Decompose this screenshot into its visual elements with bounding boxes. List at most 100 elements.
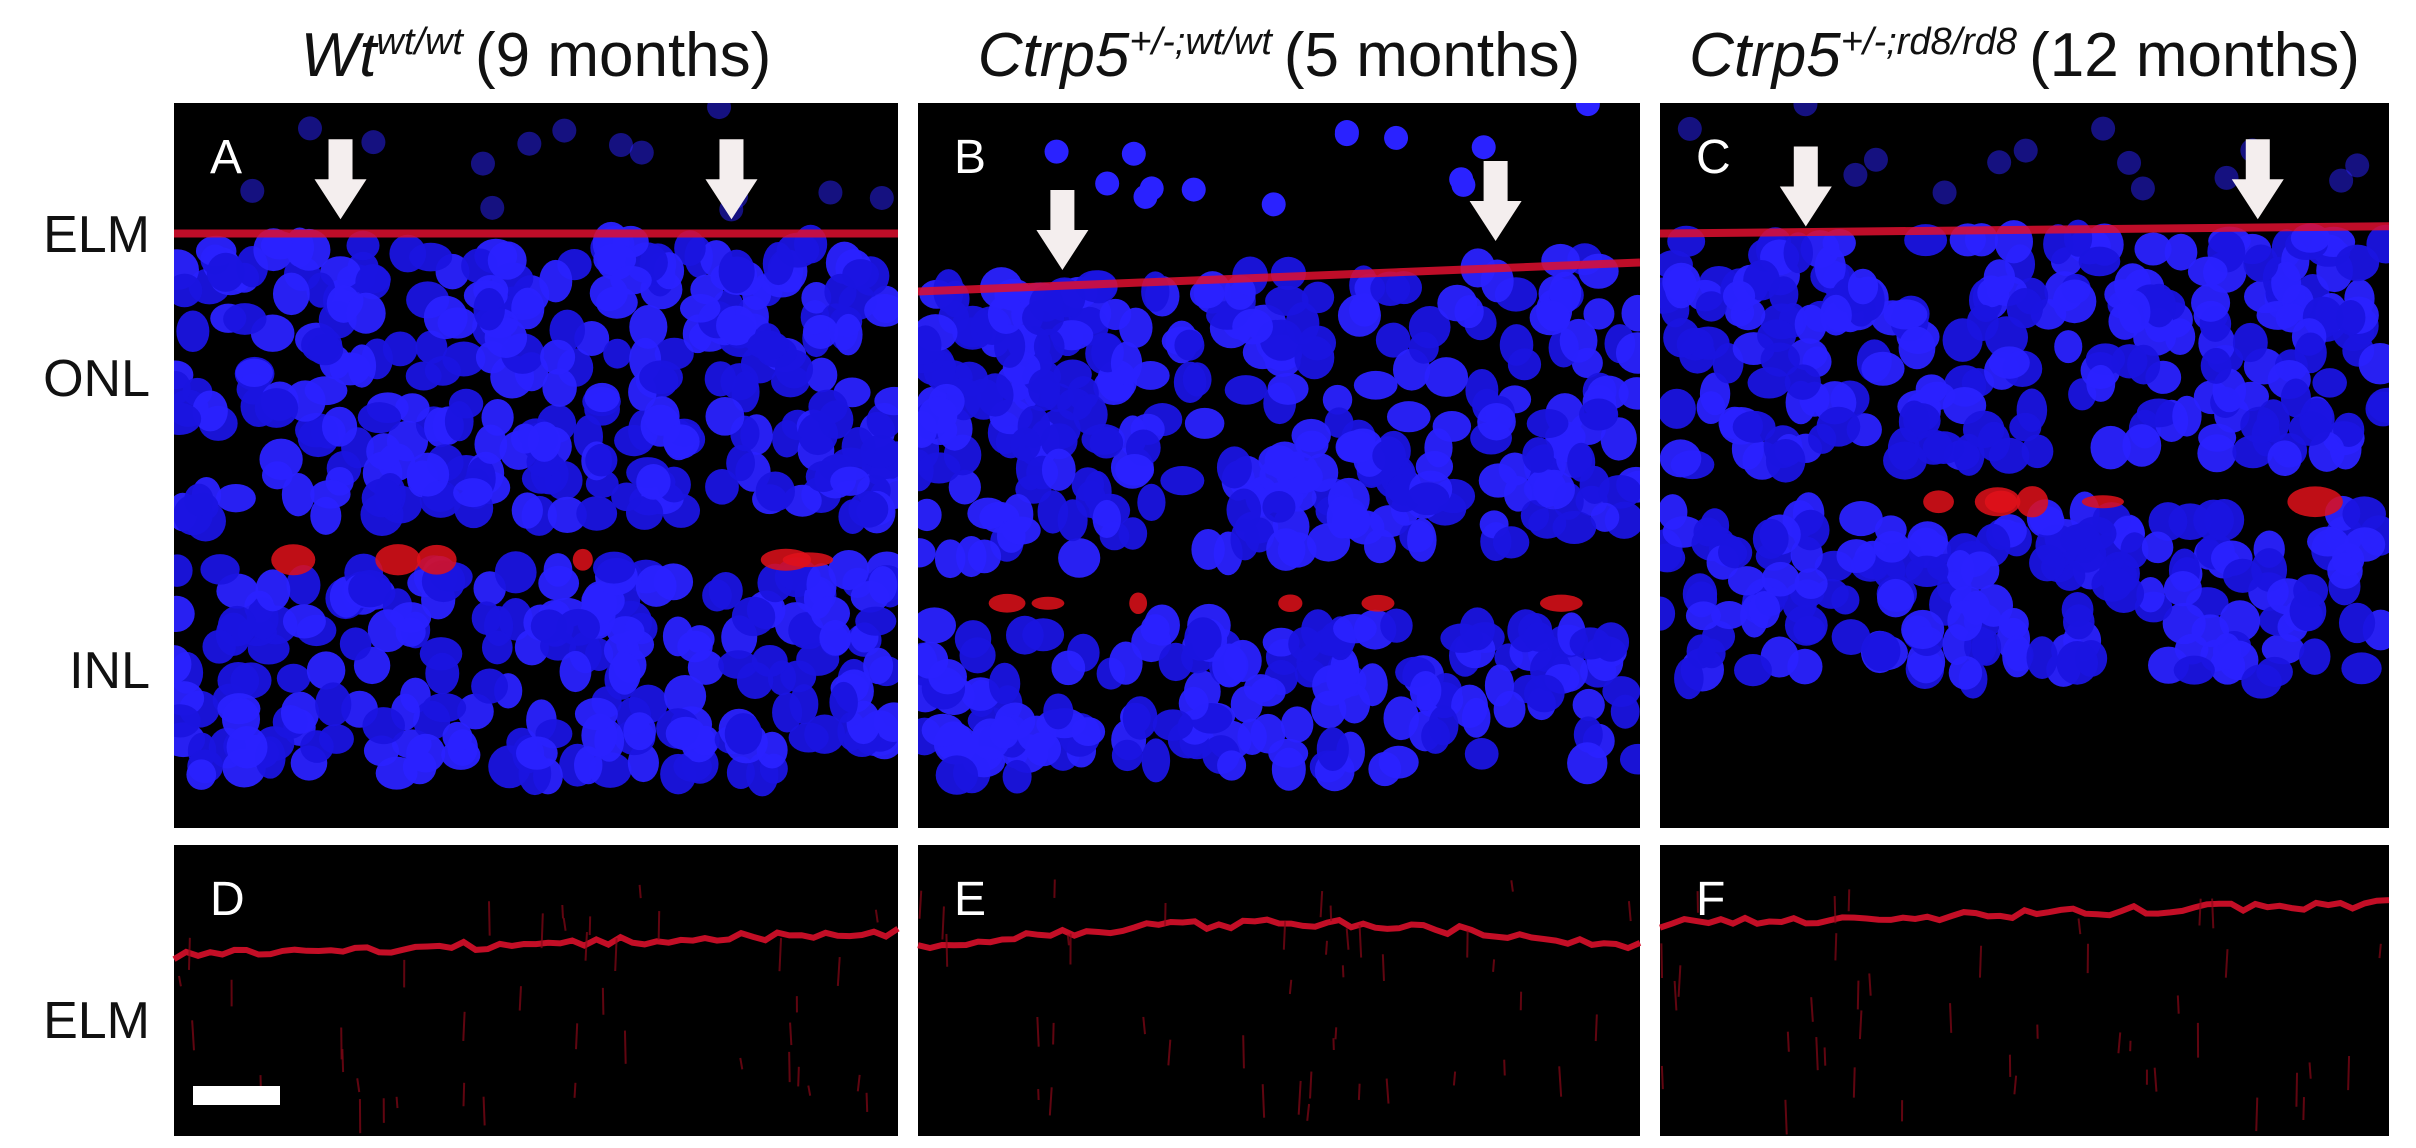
nucleus [2280, 378, 2311, 418]
fiber [562, 917, 567, 931]
fiber [1627, 901, 1632, 922]
nucleus [829, 681, 858, 723]
nucleus [255, 569, 291, 612]
nucleus [2120, 532, 2149, 569]
genotype: +/-;wt/wt [1129, 21, 1273, 63]
nucleus [174, 595, 195, 632]
nucleus [511, 287, 545, 330]
nucleus [918, 325, 942, 365]
nucleus [547, 496, 587, 534]
fiber [1660, 943, 1664, 979]
nucleus [1033, 328, 1065, 365]
panel-bg [174, 845, 898, 1136]
nucleus [2243, 244, 2279, 283]
column-header: Ctrp5+/-;wt/wt (5 months) [978, 21, 1580, 90]
stray-nucleus [2091, 116, 2116, 141]
nucleus [2293, 574, 2329, 608]
fiber [1325, 940, 1328, 955]
nucleus [1783, 232, 1814, 274]
stray-nucleus [2329, 168, 2354, 193]
nucleus [1043, 693, 1074, 730]
elm-line [917, 916, 1642, 952]
fiber [1261, 1084, 1266, 1118]
stray-nucleus [1932, 180, 1957, 205]
nucleus [2223, 558, 2263, 593]
nucleus [1883, 441, 1927, 480]
nucleus [542, 368, 577, 407]
stray-nucleus [552, 118, 577, 143]
nucleus [272, 272, 310, 316]
nucleus [1409, 670, 1442, 711]
fiber [518, 986, 522, 1011]
nucleus [1265, 285, 1309, 316]
vessel [572, 548, 593, 571]
nucleus [726, 756, 755, 790]
nucleus [1212, 643, 1247, 688]
nucleus [2043, 224, 2074, 265]
nucleus [223, 303, 267, 335]
nucleus [959, 637, 996, 674]
fiber [2013, 1075, 2018, 1095]
nucleus [976, 373, 1014, 417]
nucleus [1748, 591, 1781, 629]
stray-nucleus [2117, 150, 2142, 175]
nucleus [2288, 411, 2331, 446]
fiber [1345, 928, 1350, 950]
nucleus [2086, 364, 2116, 402]
panel-letter: A [210, 131, 242, 184]
fiber [1242, 1035, 1245, 1069]
nucleus [625, 495, 664, 530]
nucleus [1915, 374, 1948, 404]
nucleus [1324, 407, 1354, 438]
nucleus [1784, 604, 1828, 646]
nucleus [1567, 742, 1608, 785]
nucleus [1407, 518, 1437, 562]
nucleus [2090, 425, 2131, 470]
nucleus [174, 273, 203, 308]
nucleus [1424, 357, 1469, 397]
nucleus [629, 304, 668, 349]
nucleus [2294, 332, 2327, 374]
fiber [601, 987, 605, 1015]
nucleus [1262, 491, 1296, 523]
micrograph [172, 845, 900, 1136]
nucleus [2054, 330, 2083, 364]
nucleus [918, 607, 957, 644]
nucleus [1988, 346, 2030, 379]
nucleus [584, 382, 620, 413]
stray-nucleus [869, 185, 894, 210]
nucleus [1464, 738, 1499, 770]
nucleus [1583, 298, 1615, 330]
fiber [789, 1022, 793, 1046]
nucleus [1232, 308, 1274, 345]
nucleus [1029, 285, 1064, 322]
nucleus [1089, 426, 1124, 459]
nucleus [1579, 398, 1619, 431]
nucleus [705, 397, 745, 436]
fiber [1319, 890, 1324, 918]
nucleus [230, 662, 272, 699]
nucleus [1590, 502, 1620, 532]
stray-nucleus [517, 131, 542, 156]
nucleus [1115, 453, 1155, 486]
labels: Wtwt/wt (9 months) Ctrp5+/-;wt/wt (5 months… [43, 21, 2360, 1105]
nucleus [1983, 259, 2016, 297]
nucleus [780, 660, 817, 693]
stray-nucleus [1677, 116, 1702, 141]
nucleus [948, 469, 981, 505]
fiber [1784, 1099, 1788, 1135]
nucleus [1380, 608, 1413, 643]
nucleus [2062, 604, 2095, 640]
nucleus [585, 443, 618, 477]
nucleus [1451, 684, 1489, 729]
nucleus [1898, 326, 1936, 370]
nucleus [1619, 743, 1640, 775]
nucleus [1378, 745, 1419, 779]
stray-nucleus [1044, 139, 1069, 164]
fiber [395, 1096, 399, 1109]
nucleus [855, 606, 897, 636]
nucleus [988, 662, 1021, 705]
nucleus [1791, 509, 1830, 551]
nucleus [1660, 596, 1676, 631]
